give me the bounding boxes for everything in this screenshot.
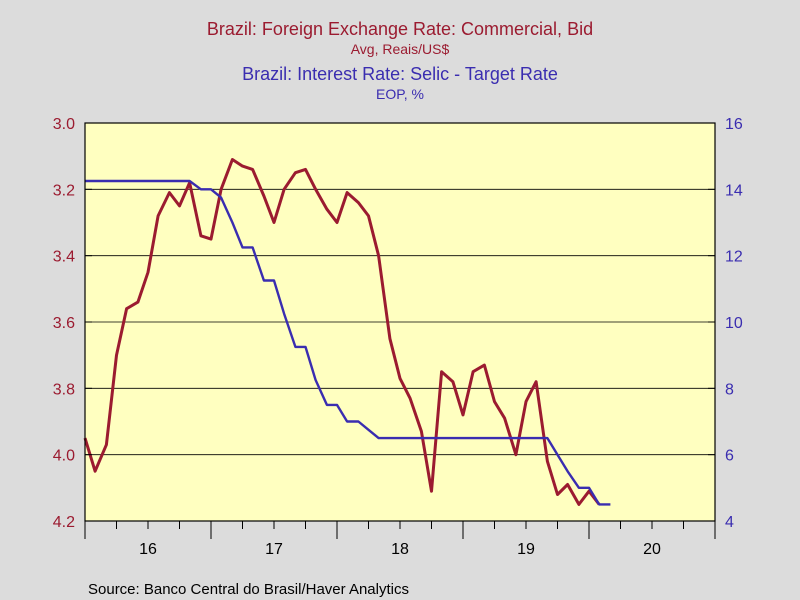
x-tick-label: 19 (517, 541, 535, 558)
right-tick-label: 10 (725, 315, 743, 332)
right-tick-label: 12 (725, 249, 743, 266)
right-tick-label: 8 (725, 381, 734, 398)
left-tick-label: 3.4 (53, 249, 75, 266)
x-tick-label: 16 (139, 541, 157, 558)
chart-title-fx: Brazil: Foreign Exchange Rate: Commercia… (207, 19, 593, 39)
right-tick-label: 4 (725, 514, 734, 531)
chart-subtitle-fx: Avg, Reais/US$ (351, 41, 450, 57)
left-tick-label: 3.8 (53, 381, 75, 398)
left-tick-label: 4.0 (53, 448, 75, 465)
chart-subtitle-selic: EOP, % (376, 86, 424, 102)
x-tick-label: 18 (391, 541, 409, 558)
left-tick-label: 3.6 (53, 315, 75, 332)
chart-title-selic: Brazil: Interest Rate: Selic - Target Ra… (242, 64, 558, 84)
fx-rate-series-line (83, 158, 601, 506)
left-tick-label: 3.0 (53, 116, 75, 133)
left-tick-label: 4.2 (53, 514, 75, 531)
right-tick-label: 16 (725, 116, 743, 133)
left-tick-label: 3.2 (53, 182, 75, 199)
x-tick-label: 20 (643, 541, 661, 558)
right-tick-label: 6 (725, 448, 734, 465)
source-note: Source: Banco Central do Brasil/Haver An… (88, 581, 409, 598)
right-tick-label: 14 (725, 182, 743, 199)
x-tick-label: 17 (265, 541, 283, 558)
selic-rate-series-line (85, 179, 611, 506)
